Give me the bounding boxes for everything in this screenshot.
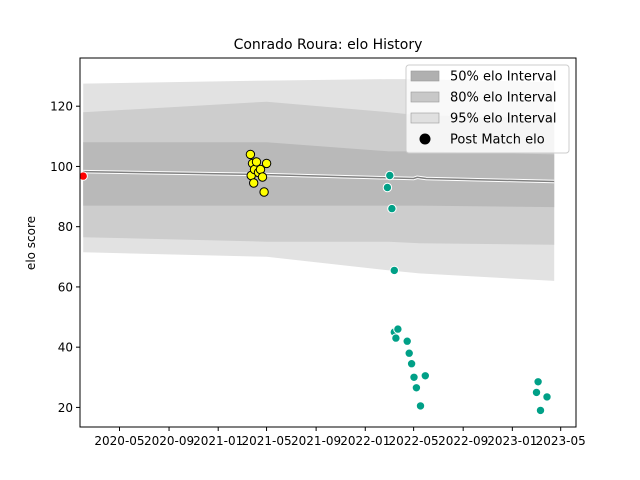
plot-frame <box>79 57 577 428</box>
data-point <box>533 377 543 387</box>
x-tick-label: 2022-01 <box>340 434 390 448</box>
mean-line <box>83 170 555 183</box>
y-tick-label: 120 <box>50 100 73 114</box>
y-tick-label: 40 <box>58 341 73 355</box>
x-tick-label: 2021-05 <box>241 434 291 448</box>
data-point <box>259 187 269 197</box>
legend-marker <box>419 133 431 145</box>
y-axis-label: elo score <box>24 216 38 270</box>
chart-title: Conrado Roura: elo History <box>234 37 423 53</box>
data-point <box>251 157 262 167</box>
data-point <box>387 203 397 214</box>
x-tick-label: 2020-09 <box>144 434 194 448</box>
post-match-points <box>78 149 552 416</box>
y-tick-label: 60 <box>58 280 73 294</box>
data-point <box>245 149 256 160</box>
data-point <box>411 383 422 393</box>
data-point <box>261 158 272 169</box>
x-tick-label: 2022-09 <box>438 434 488 448</box>
data-point <box>535 405 546 416</box>
legend-swatch <box>410 91 440 103</box>
data-point <box>391 333 401 343</box>
x-tick-label: 2020-05 <box>94 434 144 448</box>
data-point <box>382 182 393 193</box>
data-point <box>385 170 395 181</box>
x-tick-label: 2021-01 <box>193 434 243 448</box>
data-point <box>393 324 403 334</box>
data-point <box>249 178 259 188</box>
data-point <box>257 172 268 182</box>
data-point <box>404 348 414 358</box>
data-point <box>78 171 88 181</box>
legend-box <box>405 64 570 154</box>
y-tick-label: 100 <box>50 160 73 174</box>
legend-label: 95% elo Interval <box>450 112 557 127</box>
legend-swatch <box>410 112 440 124</box>
legend-label: Post Match elo <box>450 133 545 148</box>
legend-label: 50% elo Interval <box>450 70 557 85</box>
y-tick-label: 20 <box>58 401 73 415</box>
mean-elo-line <box>83 169 555 184</box>
x-tick-label: 2023-05 <box>536 434 586 448</box>
legend-swatch <box>410 70 440 82</box>
legend-label: 80% elo Interval <box>450 91 557 106</box>
data-point <box>406 359 417 369</box>
x-tick-label: 2023-01 <box>487 434 537 448</box>
y-tick-label: 80 <box>58 220 73 234</box>
x-tick-label: 2022-05 <box>389 434 439 448</box>
data-point <box>542 392 552 402</box>
data-point <box>409 372 419 382</box>
data-point <box>389 265 399 276</box>
data-point <box>415 401 426 411</box>
data-point <box>531 387 542 398</box>
x-tick-label: 2021-09 <box>291 434 341 448</box>
data-point <box>402 336 412 346</box>
legend: 50% elo Interval 80% elo Interval 95% elo … <box>405 64 570 154</box>
data-point <box>420 371 430 381</box>
